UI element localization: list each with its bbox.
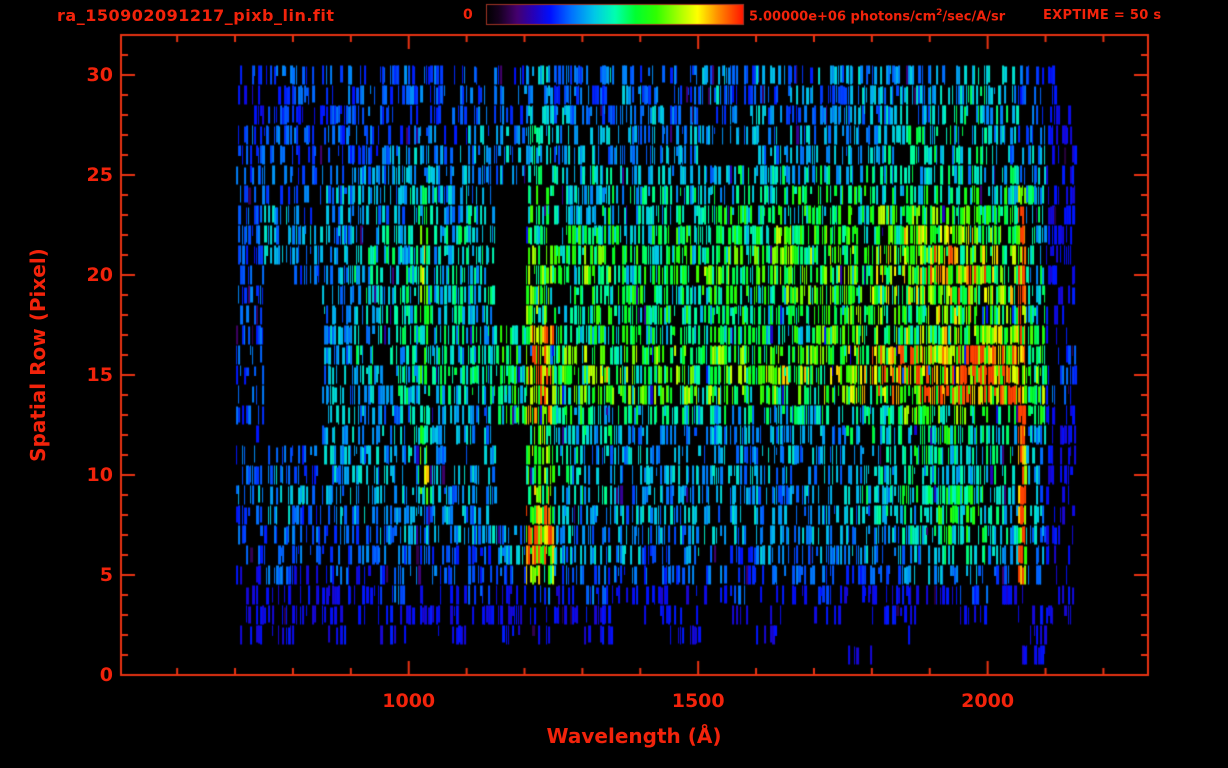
y-axis-label: Spatial Row (Pixel) [26, 248, 50, 462]
y-tick-label: 30 [86, 64, 113, 86]
colorbar-max-units: /sec/A/sr [942, 9, 1006, 25]
x-tick-label: 1500 [671, 690, 725, 712]
y-tick-label: 15 [86, 364, 113, 386]
colorbar-max-label: 5.00000e+06 photons/cm2/sec/A/sr [749, 8, 1005, 24]
x-tick-label: 2000 [961, 690, 1015, 712]
colorbar-min-label: 0 [463, 7, 473, 23]
y-tick-label: 5 [99, 564, 113, 586]
plot-title: ra_150902091217_pixb_lin.fit [57, 6, 335, 25]
colorbar-max-text: 5.00000e+06 photons/cm [749, 9, 937, 25]
x-axis-label: Wavelength (Å) [546, 724, 722, 748]
y-tick-label: 20 [86, 264, 113, 286]
exptime-label: EXPTIME = 50 s [1043, 8, 1162, 23]
colorbar-max-superscript: 2 [936, 8, 943, 18]
y-tick-label: 10 [86, 464, 113, 486]
x-tick-label: 1000 [382, 690, 436, 712]
y-tick-label: 25 [86, 164, 113, 186]
y-tick-label: 0 [99, 664, 113, 686]
